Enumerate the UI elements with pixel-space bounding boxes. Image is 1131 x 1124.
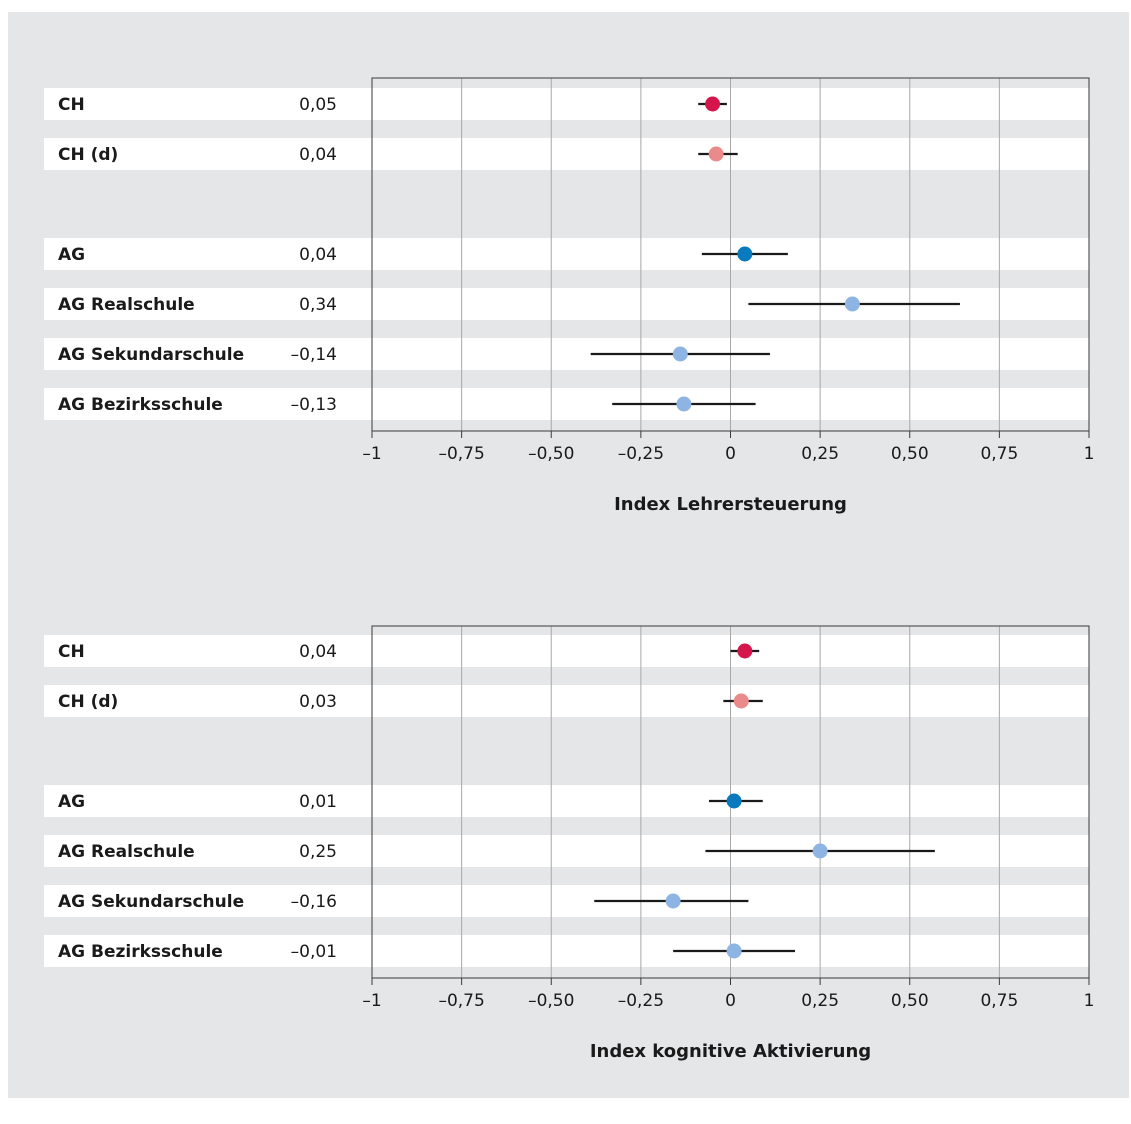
x-tick-label: 0,75 [980,444,1018,464]
x-tick-label: –0,50 [528,444,574,464]
row-value: –0,13 [291,395,337,415]
row-label: CH [58,642,85,662]
point-estimate [737,643,753,659]
row-strip [44,238,1089,270]
row-label: AG Realschule [58,295,195,315]
x-tick-label: 1 [1084,991,1095,1011]
row-value: 0,25 [299,842,337,862]
point-estimate [812,843,828,859]
row-value: –0,16 [291,892,337,912]
forest-plot-figure: –1 –0,75 –0,50 –0,25 0 0,25 0,50 0,75 1 Index Leh… [8,12,1129,1098]
row-label: CH (d) [58,145,118,165]
x-tick-label: 0 [725,444,736,464]
row-label: CH [58,95,85,115]
row-label: AG [58,245,85,265]
point-estimate [733,693,749,709]
row-strip [44,935,1089,967]
forest-panel-2: –1 –0,75 –0,50 –0,25 0 0,25 0,50 0,75 1 Index kog… [44,625,1095,1062]
row-value: –0,01 [291,942,337,962]
row-strip [44,338,1089,370]
point-estimate [708,146,724,162]
x-tick-label: 0,50 [891,991,929,1011]
row-value: 0,03 [299,692,337,712]
row-label: AG [58,792,85,812]
x-tick-label: –0,25 [618,991,664,1011]
x-axis-title: Index kognitive Aktivierung [590,1041,871,1062]
row-label: AG Bezirksschule [58,942,223,962]
point-estimate [665,893,681,909]
point-estimate [705,96,721,112]
point-estimate [844,296,860,312]
point-estimate [737,246,753,262]
x-tick-label: –0,25 [618,444,664,464]
point-estimate [726,793,742,809]
row-strip [44,635,1089,667]
row-strip [44,685,1089,717]
row-value: 0,34 [299,295,337,315]
row-label: CH (d) [58,692,118,712]
row-strip [44,885,1089,917]
row-label: AG Sekundarschule [58,345,244,365]
x-tick-label: 0,25 [801,444,839,464]
x-tick-label: –1 [362,444,381,464]
x-tick-label: 0,50 [891,444,929,464]
point-estimate [676,396,692,412]
row-label: AG Realschule [58,842,195,862]
row-value: 0,01 [299,792,337,812]
row-strip [44,785,1089,817]
point-estimate [672,346,688,362]
x-tick-label: –0,50 [528,991,574,1011]
x-tick-label: –0,75 [438,991,484,1011]
point-estimate [726,943,742,959]
row-value: 0,05 [299,95,337,115]
row-value: 0,04 [299,245,337,265]
row-value: –0,14 [291,345,337,365]
row-strip [44,388,1089,420]
row-value: 0,04 [299,145,337,165]
row-strip [44,88,1089,120]
forest-panel-1: –1 –0,75 –0,50 –0,25 0 0,25 0,50 0,75 1 Index Leh… [44,77,1095,515]
row-strip [44,138,1089,170]
x-tick-label: 0,75 [980,991,1018,1011]
x-tick-label: –1 [362,991,381,1011]
x-tick-label: 0,25 [801,991,839,1011]
x-tick-label: 1 [1084,444,1095,464]
forest-plot-svg: –1 –0,75 –0,50 –0,25 0 0,25 0,50 0,75 1 Index Leh… [44,77,1095,1062]
x-tick-label: –0,75 [438,444,484,464]
row-label: AG Bezirksschule [58,395,223,415]
x-tick-label: 0 [725,991,736,1011]
x-axis-title: Index Lehrersteuerung [614,494,847,515]
row-value: 0,04 [299,642,337,662]
row-label: AG Sekundarschule [58,892,244,912]
